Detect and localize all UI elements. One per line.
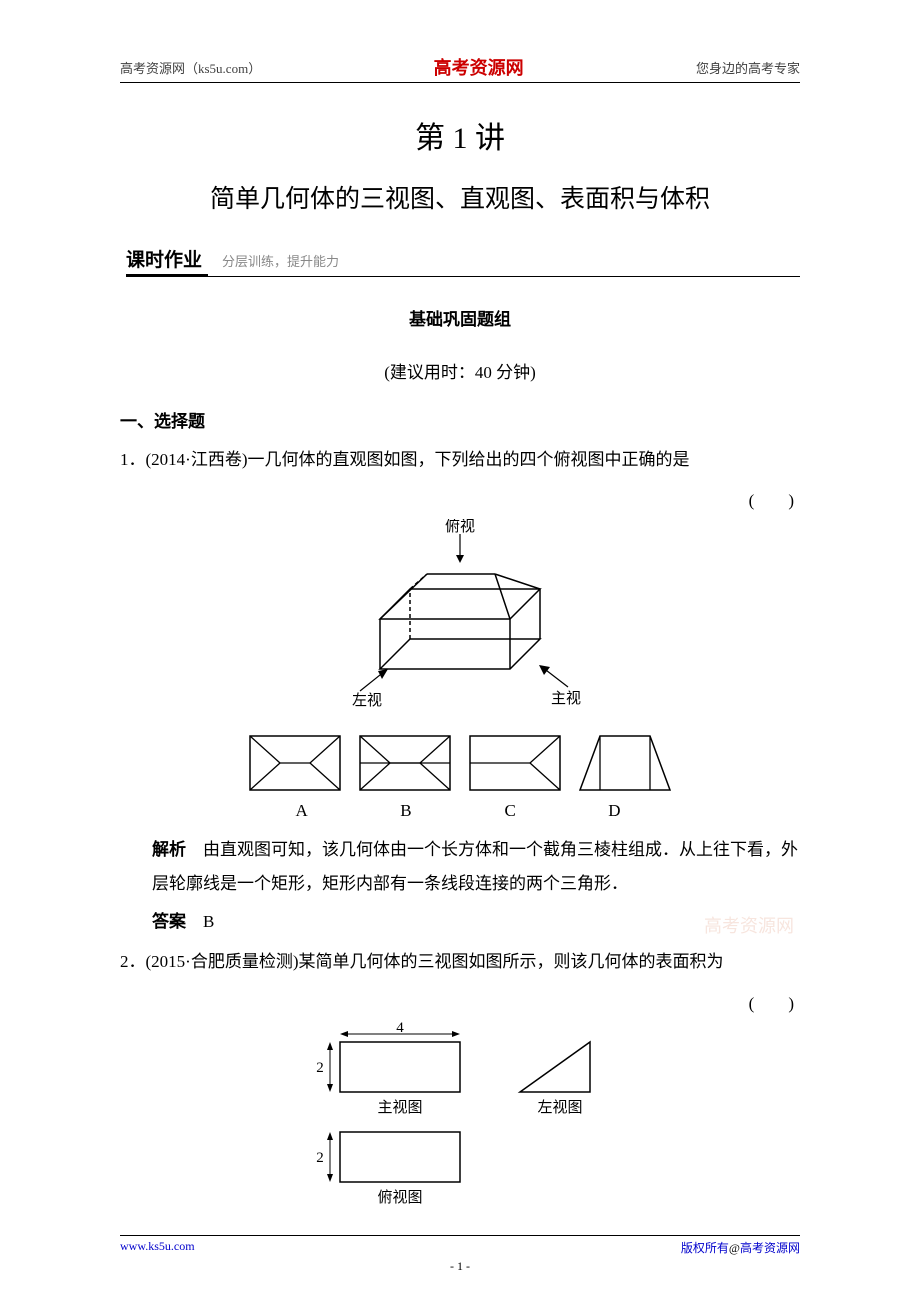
q1-oblique-figure: 俯视 左视 主视 <box>120 519 800 719</box>
top-view-label2: 俯视图 <box>377 1189 422 1206</box>
section-heading: 一、选择题 <box>120 407 800 432</box>
page-footer: www.ks5u.com 版权所有@高考资源网 <box>120 1235 800 1256</box>
main-view-label2: 主视图 <box>377 1099 422 1116</box>
oblique-drawing-icon: 俯视 左视 主视 <box>330 519 590 719</box>
dim-h2: 2 <box>316 1150 324 1166</box>
q2-three-views: 4 2 主视图 左视图 2 俯视图 <box>120 1022 800 1212</box>
answer-label: 答案 <box>152 912 186 931</box>
page-container: 高考资源网（ks5u.com） 高考资源网 您身边的高考专家 第 1 讲 简单几… <box>0 0 920 1284</box>
top-view-label: 俯视 <box>445 519 475 535</box>
homework-row: 课时作业 分层训练，提升能力 <box>120 245 800 277</box>
page-number: - 1 - <box>0 1259 920 1274</box>
analysis-text: 由直观图可知，该几何体由一个长方体和一个截角三棱柱组成．从上往下看，外层轮廓线是… <box>152 840 798 893</box>
three-views-icon: 4 2 主视图 左视图 2 俯视图 <box>280 1022 640 1212</box>
choice-labels: A B C D <box>120 801 800 821</box>
lecture-number: 第 1 讲 <box>120 113 800 157</box>
footer-right-pre: 版权所有 <box>681 1241 729 1255</box>
homework-subtitle: 分层训练，提升能力 <box>208 251 800 277</box>
homework-label: 课时作业 <box>126 245 208 277</box>
q1-choices-figure: A B C D <box>120 731 800 821</box>
q1-analysis: 解析 由直观图可知，该几何体由一个长方体和一个截角三棱柱组成．从上往下看，外层轮… <box>120 833 800 901</box>
choice-d: D <box>564 801 664 821</box>
q1-source: (2014·江西卷) <box>146 450 248 469</box>
q1-number: 1． <box>120 450 146 469</box>
lecture-title: 简单几何体的三视图、直观图、表面积与体积 <box>120 179 800 215</box>
footer-right-post: 高考资源网 <box>740 1241 800 1255</box>
q2-paren: ( ) <box>120 989 800 1014</box>
header-left-text: 高考资源网（ks5u.com） <box>120 58 261 77</box>
header-center-brand: 高考资源网 <box>434 54 524 80</box>
q1-paren: ( ) <box>120 486 800 511</box>
footer-at: @ <box>729 1241 740 1255</box>
answer-value: B <box>186 912 214 931</box>
dim-h1: 2 <box>316 1060 324 1076</box>
q2-number: 2． <box>120 952 146 971</box>
choice-b: B <box>356 801 456 821</box>
main-view-label: 主视 <box>551 690 581 707</box>
page-header: 高考资源网（ks5u.com） 高考资源网 您身边的高考专家 <box>120 54 800 83</box>
time-suggestion: (建议用时：40 分钟) <box>120 358 800 383</box>
q2-text: 某简单几何体的三视图如图所示，则该几何体的表面积为 <box>298 952 723 971</box>
left-view-label2: 左视图 <box>537 1099 582 1116</box>
dim-width: 4 <box>396 1022 404 1036</box>
left-view-label: 左视 <box>352 692 382 709</box>
analysis-label: 解析 <box>152 840 186 859</box>
question-2: 2．(2015·合肥质量检测)某简单几何体的三视图如图所示，则该几何体的表面积为 <box>120 946 800 978</box>
choice-a: A <box>252 801 352 821</box>
q1-text: 一几何体的直观图如图，下列给出的四个俯视图中正确的是 <box>247 450 689 469</box>
q2-source: (2015·合肥质量检测) <box>146 952 299 971</box>
question-1: 1．(2014·江西卷)一几何体的直观图如图，下列给出的四个俯视图中正确的是 <box>120 444 800 476</box>
footer-url: www.ks5u.com <box>120 1239 195 1256</box>
q1-answer: 答案 B <box>120 907 800 932</box>
header-right-text: 您身边的高考专家 <box>696 58 800 77</box>
answer-options-icon <box>240 731 680 797</box>
choice-c: C <box>460 801 560 821</box>
group-title: 基础巩固题组 <box>120 305 800 330</box>
footer-copyright: 版权所有@高考资源网 <box>681 1239 800 1256</box>
